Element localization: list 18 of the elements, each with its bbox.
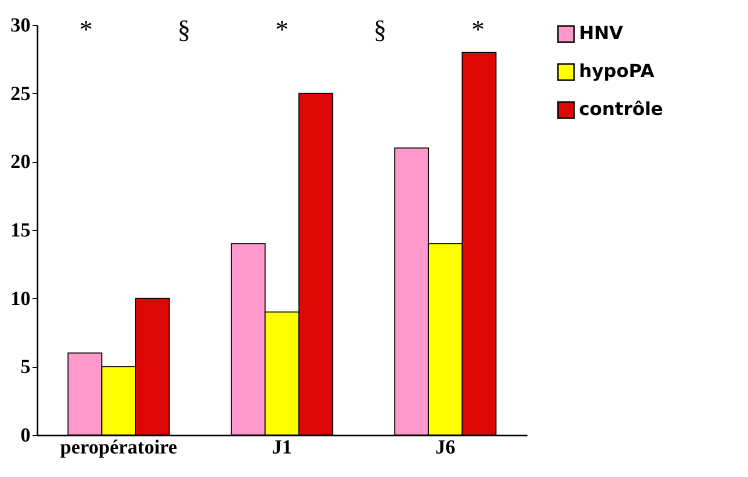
annotation: * [276, 15, 288, 44]
annotation: * [472, 15, 484, 44]
legend-label: hypoPA [579, 61, 654, 82]
y-tick-label: 15 [10, 220, 30, 242]
x-tick-label: J6 [435, 436, 456, 458]
y-tick-label: 30 [10, 14, 30, 36]
y-tick-label: 25 [10, 82, 30, 105]
y-tick-label: 10 [10, 288, 30, 310]
y-tick-label: 0 [20, 424, 30, 446]
y-tick-label: 5 [20, 356, 30, 378]
annotation: § [178, 15, 190, 44]
legend-label: contrôle [579, 99, 664, 120]
annotation: § [374, 15, 386, 44]
annotation: * [80, 15, 92, 44]
y-tick-label: 20 [10, 151, 30, 174]
legend-label: HNV [579, 23, 624, 44]
x-tick-label: peropératoire [60, 436, 178, 458]
x-tick-label: J1 [272, 436, 292, 458]
